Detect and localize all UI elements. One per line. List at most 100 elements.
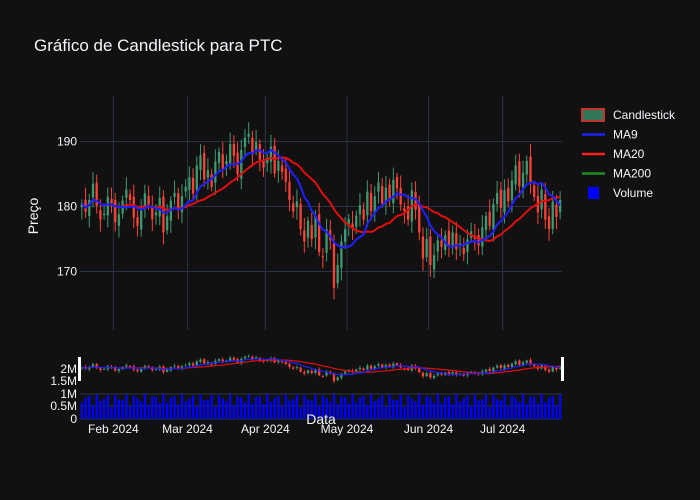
candle-body	[165, 216, 169, 231]
range-slider-ma9	[81, 358, 561, 376]
volume-bar	[310, 400, 313, 419]
candle-body	[547, 216, 551, 230]
legend-item-ma9[interactable]: MA9	[582, 128, 638, 142]
candle-body	[254, 142, 258, 151]
volume-bar	[470, 405, 473, 419]
mini-candle-body	[384, 364, 388, 368]
mini-candle-body	[507, 364, 510, 368]
volume-bar	[288, 400, 291, 419]
candle-body	[418, 205, 421, 233]
candle-body	[377, 182, 380, 192]
volume-bar	[258, 396, 261, 419]
mini-candle-body	[136, 369, 139, 372]
candle-body	[284, 168, 287, 182]
volume-bar	[203, 399, 206, 419]
mini-candle-body	[488, 368, 491, 372]
candle-body	[180, 196, 184, 213]
candle-body	[117, 214, 121, 226]
volume-bar	[525, 403, 528, 419]
candle-body	[277, 161, 280, 171]
candle	[299, 198, 302, 236]
x-axis: Feb 2024 Mar 2024 Apr 2024 May 2024 Jun 2024…	[88, 422, 526, 436]
candle	[518, 153, 521, 198]
mini-candle-body	[154, 368, 158, 370]
candle-body	[388, 184, 391, 199]
candle	[102, 203, 106, 220]
volume-bar	[458, 401, 462, 419]
legend-item-ma20[interactable]: MA20	[582, 147, 645, 161]
candle-body	[507, 187, 510, 202]
legend-item-ma200[interactable]: MA200	[582, 167, 651, 181]
candle-body	[303, 230, 306, 242]
volume-bar	[210, 394, 213, 419]
candle	[325, 218, 328, 262]
volume-bar	[518, 402, 521, 419]
candle-body	[432, 255, 436, 270]
candle-body	[80, 203, 84, 208]
mini-candle-body	[191, 363, 195, 366]
mini-candle-body	[254, 357, 258, 359]
volume-bar	[503, 394, 506, 419]
volume-bar	[229, 394, 232, 419]
mini-candle-body	[492, 367, 495, 372]
candle-body	[288, 181, 291, 200]
mini-candle-body	[217, 359, 221, 361]
volume-bar	[403, 406, 406, 419]
range-slider-left-handle[interactable]	[78, 357, 81, 381]
candle-body	[173, 192, 176, 197]
mini-candle-body	[369, 365, 373, 369]
mini-candle-body	[243, 356, 247, 359]
range-slider-right-handle[interactable]	[561, 357, 564, 381]
candle	[447, 218, 451, 258]
volume-bar	[414, 401, 417, 419]
legend-label: MA9	[613, 128, 638, 142]
x-tick-label: Apr 2024	[241, 422, 290, 436]
candle	[525, 155, 528, 183]
mini-candle-body	[381, 364, 384, 368]
mini-candle-body	[521, 362, 525, 365]
volume-bar	[466, 395, 469, 419]
mini-candle-body	[484, 369, 488, 372]
volume-bar	[117, 399, 121, 419]
mini-candle-body	[140, 368, 143, 372]
volume-bar	[303, 395, 306, 419]
candle	[351, 210, 354, 240]
volume-bar	[533, 396, 536, 419]
candle-body	[521, 172, 525, 189]
candle	[95, 174, 98, 214]
candle	[199, 144, 202, 181]
candle-body	[399, 187, 402, 205]
legend-item-candlestick[interactable]: Candlestick	[581, 108, 676, 122]
candle	[388, 178, 391, 207]
candle	[206, 158, 210, 190]
mini-candle-body	[151, 367, 154, 371]
legend-item-volume[interactable]: Volume	[588, 186, 653, 200]
candle-body	[447, 230, 451, 245]
volume-bar	[236, 395, 239, 419]
volume-bar	[388, 394, 391, 419]
mini-candle-body	[340, 373, 343, 378]
volume-bar	[114, 394, 117, 419]
volume-bar	[332, 394, 336, 419]
candle-body	[510, 180, 514, 201]
volume-bar	[99, 400, 102, 419]
mini-candle-body	[99, 368, 102, 371]
mini-candle-body	[173, 365, 176, 367]
candle	[484, 211, 488, 242]
candle	[266, 152, 269, 172]
volume-bar	[358, 397, 362, 419]
candle	[481, 215, 484, 256]
volume-bar	[451, 404, 454, 419]
volume-bar	[544, 402, 547, 419]
mini-candle-body	[284, 361, 287, 364]
candle-body	[336, 265, 339, 284]
candle	[362, 202, 365, 225]
volume-bar	[347, 403, 350, 419]
candle	[247, 122, 250, 144]
volume-bar	[84, 397, 87, 419]
volume-bar	[499, 400, 502, 419]
volume-bar	[377, 398, 380, 419]
volume-bar	[251, 403, 254, 419]
candle-body	[206, 170, 210, 178]
volume-bar	[477, 400, 480, 419]
